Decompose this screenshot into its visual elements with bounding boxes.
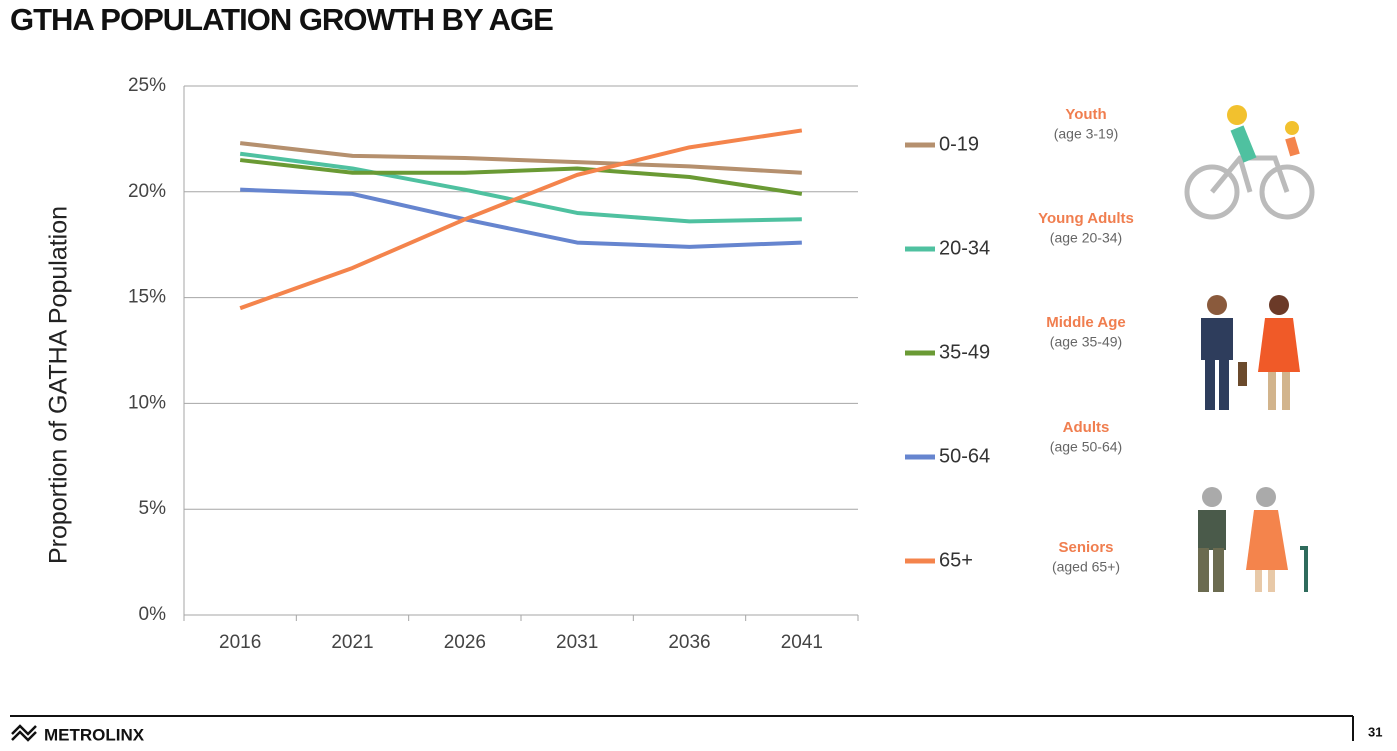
x-tick-label: 2021 bbox=[331, 632, 373, 653]
series-line bbox=[239, 158, 803, 196]
footer-brand: METROLINX bbox=[44, 725, 145, 744]
logo-mark bbox=[11, 724, 37, 742]
group-ages: (age 3-19) bbox=[1054, 126, 1119, 142]
page-number: 31 bbox=[1368, 724, 1382, 739]
group-ages: (aged 65+) bbox=[1052, 559, 1120, 575]
series-line bbox=[239, 141, 802, 175]
group-name: Middle Age bbox=[1046, 314, 1125, 331]
y-axis-label: Proportion of GATHA Population bbox=[45, 206, 73, 564]
series-line bbox=[240, 187, 802, 249]
slide-title: GTHA POPULATION GROWTH BY AGE bbox=[10, 2, 553, 37]
y-tick-label: 10% bbox=[128, 392, 166, 413]
series-line bbox=[239, 128, 803, 311]
x-tick-label: 2026 bbox=[444, 632, 486, 653]
group-name: Adults bbox=[1063, 419, 1110, 436]
legend-label: 20-34 bbox=[939, 237, 990, 259]
group-ages: (age 35-49) bbox=[1050, 334, 1122, 350]
y-tick-label: 5% bbox=[139, 498, 167, 519]
group-name: Young Adults bbox=[1038, 210, 1134, 227]
x-tick-label: 2031 bbox=[556, 632, 598, 653]
icon-seniors bbox=[1198, 487, 1308, 592]
y-tick-label: 0% bbox=[139, 604, 167, 625]
icon-youth bbox=[1184, 105, 1315, 220]
x-tick-label: 2041 bbox=[781, 632, 823, 653]
legend-label: 65+ bbox=[939, 549, 973, 571]
group-ages: (age 20-34) bbox=[1050, 230, 1122, 246]
x-tick-label: 2036 bbox=[668, 632, 710, 653]
y-tick-label: 15% bbox=[128, 287, 166, 308]
x-tick-label: 2016 bbox=[219, 632, 261, 653]
legend-label: 35-49 bbox=[939, 341, 990, 363]
legend-label: 0-19 bbox=[939, 133, 979, 155]
group-name: Seniors bbox=[1058, 539, 1113, 556]
legend-label: 50-64 bbox=[939, 445, 990, 467]
y-tick-label: 20% bbox=[128, 181, 166, 202]
icon-middle-age bbox=[1201, 295, 1300, 410]
y-tick-label: 25% bbox=[128, 75, 166, 96]
series-line bbox=[239, 151, 802, 224]
group-name: Youth bbox=[1065, 106, 1106, 123]
group-ages: (age 50-64) bbox=[1050, 439, 1122, 455]
